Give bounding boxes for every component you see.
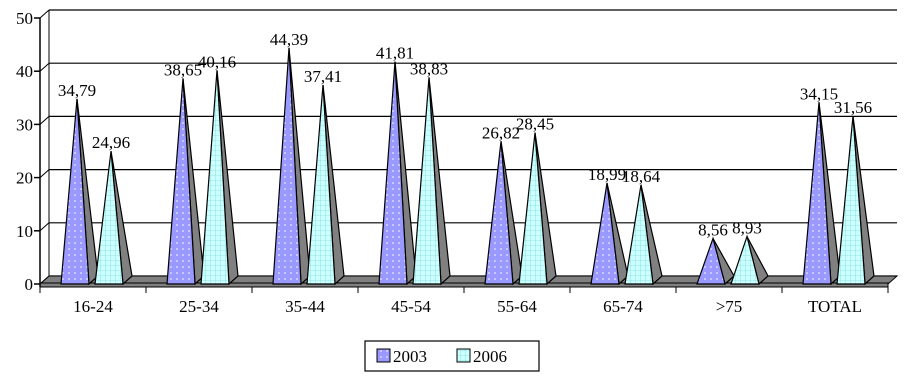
cone-2006-55-64 <box>518 132 548 285</box>
cone-2006-16-24 <box>94 151 124 285</box>
cone-2003-TOTAL <box>802 102 832 285</box>
x-tick-label: 16-24 <box>73 297 113 316</box>
legend-label: 2006 <box>473 347 507 366</box>
legend-swatch <box>376 348 391 363</box>
x-tick-label: 55-64 <box>497 297 537 316</box>
legend-label: 2003 <box>393 347 427 366</box>
legend: 2003 2006 <box>364 340 540 372</box>
cone-2006->75 <box>730 234 760 285</box>
axes: 16-24 25-34 35-44 45-54 55-64 65-74 >75 TOTAL 0 1… <box>16 9 889 316</box>
data-label: 28,45 <box>516 115 554 134</box>
x-tick-label: >75 <box>716 297 743 316</box>
x-tick-label: 35-44 <box>285 297 325 316</box>
cone-2003-65-74 <box>590 182 620 285</box>
cone-2006-TOTAL <box>836 116 866 285</box>
cone-2006-35-44 <box>306 84 336 285</box>
cone-2003->75 <box>696 236 726 285</box>
x-tick-label: 45-54 <box>391 297 431 316</box>
y-tick-label: 0 <box>25 275 34 294</box>
data-label: 34,79 <box>58 81 96 100</box>
data-marks <box>60 47 875 286</box>
y-tick-label: 10 <box>16 222 33 241</box>
x-tick-label: TOTAL <box>808 297 862 316</box>
x-tick-label: 65-74 <box>603 297 643 316</box>
cone-2003-35-44 <box>272 47 302 285</box>
y-tick-label: 50 <box>16 9 33 28</box>
data-label: 40,16 <box>198 52 236 71</box>
cone-2003-55-64 <box>484 141 514 285</box>
cone-2006-25-34 <box>200 70 230 285</box>
data-label: 31,56 <box>834 98 872 117</box>
gridline-wall <box>39 116 50 125</box>
y-tick-label: 40 <box>16 62 33 81</box>
data-label: 34,15 <box>800 84 838 103</box>
gridline-wall <box>39 222 50 232</box>
gridline-wall <box>39 169 50 178</box>
cone-2003-45-54 <box>378 61 408 285</box>
x-tick-label: 25-34 <box>179 297 219 316</box>
data-label: 44,39 <box>270 30 308 49</box>
data-label: 37,41 <box>304 67 342 86</box>
gridlines <box>39 9 897 285</box>
data-label: 41,81 <box>376 44 414 63</box>
y-tick-label: 20 <box>16 169 33 188</box>
cone-2003-25-34 <box>166 78 196 285</box>
gridline-wall <box>39 9 50 19</box>
data-label: 24,96 <box>92 133 130 152</box>
data-label: 26,82 <box>482 123 520 142</box>
y-tick-label: 30 <box>16 115 33 134</box>
gridline-wall <box>39 62 50 72</box>
data-label: 38,65 <box>164 60 202 79</box>
data-label: 18,64 <box>622 167 661 186</box>
legend-box <box>364 340 540 372</box>
cone-2006-45-54 <box>412 77 442 285</box>
legend-swatch <box>456 348 471 363</box>
data-label: 8,56 <box>698 220 728 239</box>
cone-2003-16-24 <box>60 98 90 285</box>
data-label: 38,83 <box>410 59 448 78</box>
cone-2006-65-74 <box>624 184 654 285</box>
data-label: 8,93 <box>732 218 762 237</box>
data-label: 18,99 <box>588 165 626 184</box>
